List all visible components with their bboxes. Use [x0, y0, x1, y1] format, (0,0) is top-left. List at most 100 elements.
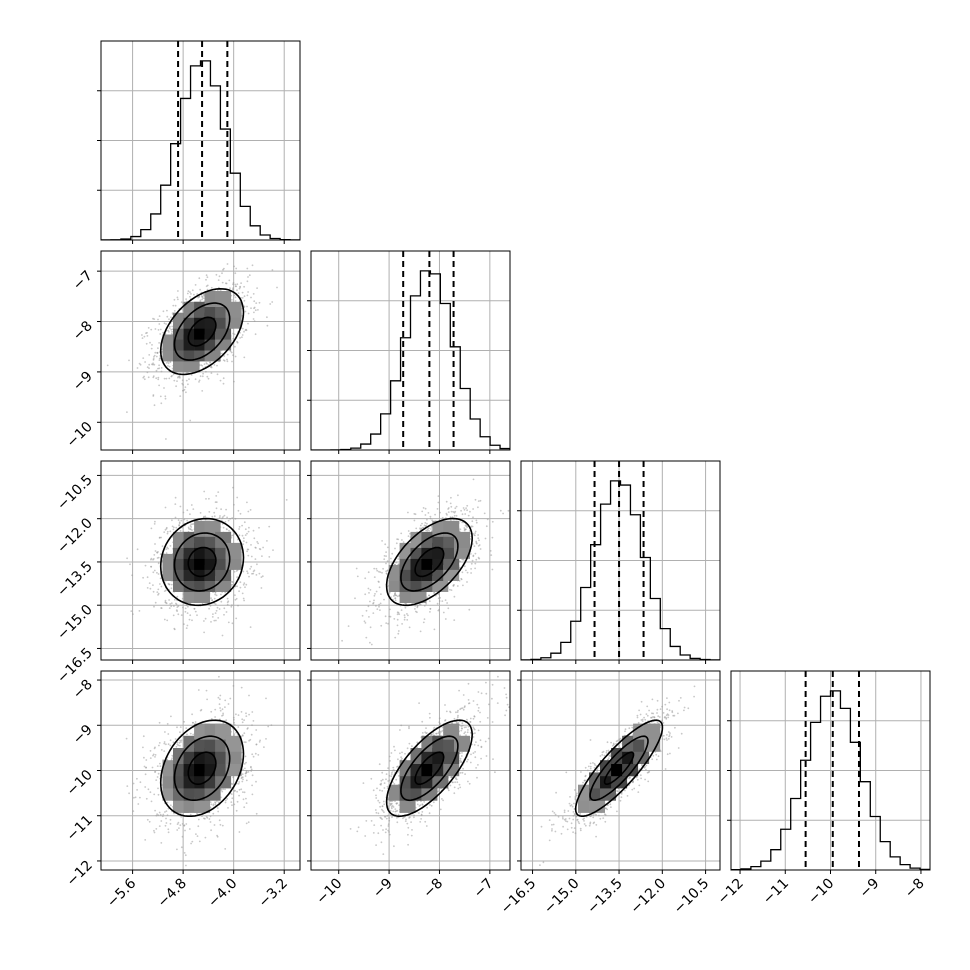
- sample-point: [159, 577, 162, 580]
- sample-point: [242, 537, 245, 540]
- sample-point: [416, 604, 419, 607]
- sample-point: [168, 365, 171, 368]
- sample-point: [232, 685, 235, 687]
- sample-point: [165, 362, 168, 364]
- sample-point: [185, 391, 187, 394]
- sample-point: [156, 551, 158, 554]
- sample-point: [170, 587, 173, 590]
- sample-point: [139, 363, 142, 366]
- sample-point: [159, 583, 161, 585]
- sample-point: [477, 500, 480, 502]
- sample-point: [460, 577, 463, 580]
- sample-point: [232, 283, 234, 286]
- sample-point: [165, 589, 167, 592]
- sample-point: [216, 807, 219, 809]
- sample-point: [373, 576, 376, 578]
- sample-point: [227, 703, 230, 705]
- sample-point: [146, 587, 149, 589]
- sample-point: [250, 770, 253, 772]
- scatter-panel-3-1: −16.5−15.0−13.5−12.0−10.5: [54, 460, 301, 687]
- sample-point: [231, 517, 234, 519]
- sample-point: [160, 402, 163, 405]
- sample-point: [168, 599, 171, 601]
- sample-point: [165, 810, 168, 812]
- sample-point: [472, 555, 475, 558]
- sample-point: [153, 363, 156, 366]
- contour-line: [187, 316, 217, 347]
- sample-point: [165, 548, 168, 550]
- sample-point: [383, 558, 386, 561]
- sample-point: [465, 507, 467, 509]
- sample-point: [375, 590, 378, 593]
- sample-point: [131, 574, 134, 577]
- sample-point: [477, 556, 480, 559]
- sample-point: [155, 369, 158, 372]
- scatter-panel-2-1: −10−9−8−7: [64, 250, 301, 454]
- sample-point: [173, 627, 176, 630]
- sample-point: [453, 619, 456, 621]
- sample-point: [177, 298, 179, 301]
- sample-point: [243, 295, 246, 298]
- sample-point: [235, 597, 238, 600]
- sample-point: [189, 614, 192, 617]
- sample-point: [202, 372, 205, 375]
- sample-point: [455, 505, 458, 508]
- sample-point: [255, 302, 258, 304]
- sample-point: [406, 619, 409, 621]
- y-tick-label: −8: [70, 318, 96, 344]
- sample-point: [182, 310, 185, 312]
- sample-point: [167, 831, 170, 834]
- sample-point: [232, 282, 235, 284]
- sample-point: [212, 613, 214, 615]
- sample-point: [373, 594, 376, 597]
- sample-point: [211, 515, 214, 518]
- sample-point: [164, 395, 167, 398]
- sample-point: [422, 621, 425, 624]
- sample-point: [182, 384, 185, 386]
- sample-point: [209, 604, 212, 607]
- sample-point: [150, 527, 153, 530]
- sample-point: [232, 287, 234, 290]
- sample-point: [422, 507, 425, 509]
- sample-point: [158, 384, 161, 387]
- sample-point: [146, 576, 149, 579]
- sample-point: [403, 618, 406, 621]
- sample-point: [379, 609, 381, 611]
- sample-point: [373, 599, 375, 602]
- sample-point: [157, 573, 160, 575]
- sample-point: [475, 521, 478, 524]
- sample-point: [172, 373, 175, 376]
- sample-point: [241, 327, 244, 330]
- sample-point: [147, 376, 150, 379]
- sample-point: [247, 821, 250, 824]
- sample-point: [169, 325, 171, 328]
- histogram-step: [521, 480, 720, 660]
- sample-point: [223, 514, 226, 517]
- sample-point: [201, 298, 204, 301]
- sample-point: [158, 323, 161, 325]
- sample-point: [364, 622, 367, 624]
- sample-point: [428, 529, 430, 532]
- sample-point: [233, 721, 236, 724]
- sample-point: [462, 507, 465, 509]
- sample-point: [159, 333, 162, 335]
- sample-point: [379, 571, 382, 573]
- sample-point: [126, 411, 128, 413]
- sample-point: [234, 355, 237, 358]
- sample-point: [169, 822, 172, 825]
- sample-point: [408, 626, 411, 629]
- sample-point: [203, 363, 206, 365]
- sample-point: [471, 525, 474, 528]
- sample-point: [424, 522, 427, 524]
- sample-point: [208, 818, 211, 820]
- sample-point: [237, 604, 239, 607]
- sample-point: [241, 734, 244, 737]
- sample-point: [429, 517, 432, 520]
- sample-point: [450, 496, 452, 499]
- sample-point: [169, 545, 172, 547]
- sample-point: [201, 375, 204, 378]
- sample-point: [187, 383, 189, 386]
- sample-point: [241, 592, 244, 595]
- sample-point: [238, 287, 241, 290]
- sample-point: [243, 330, 245, 333]
